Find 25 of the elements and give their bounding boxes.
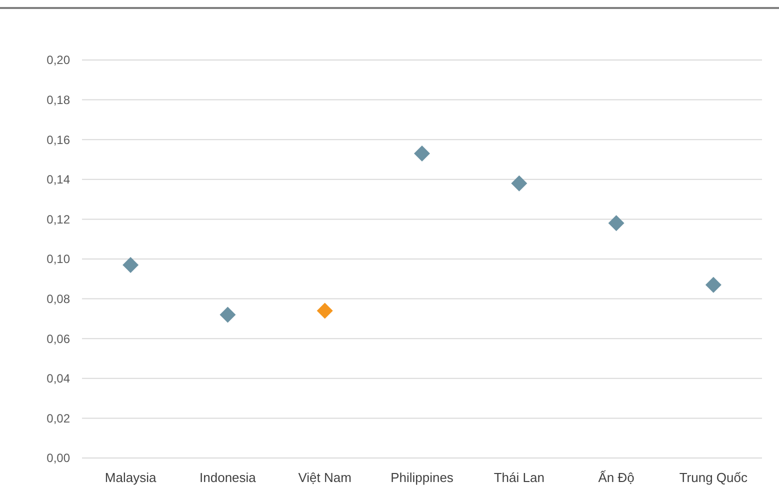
y-tick-label: 0,04 xyxy=(46,372,70,386)
x-tick-label: Philippines xyxy=(390,470,454,485)
y-tick-label: 0,20 xyxy=(46,53,70,68)
point xyxy=(122,256,139,273)
point xyxy=(414,146,430,162)
y-tick-label: 0,16 xyxy=(46,132,70,147)
x-tick-label: Malaysia xyxy=(104,470,157,485)
point xyxy=(705,276,722,293)
y-tick-label: 0,06 xyxy=(46,332,70,346)
x-tick-label: Trung Quốc xyxy=(679,470,748,485)
point xyxy=(316,302,333,319)
point xyxy=(220,306,236,323)
y-tick-label: 0,10 xyxy=(46,252,70,266)
x-tick-label: Ấn Độ xyxy=(598,470,634,485)
y-tick-label: 0,12 xyxy=(46,212,70,226)
y-tick-label: 0,00 xyxy=(46,451,70,466)
y-tick-label: 0,02 xyxy=(46,411,70,426)
x-tick-label: Indonesia xyxy=(200,470,257,485)
y-tick-label: 0,08 xyxy=(46,292,70,306)
point xyxy=(511,175,528,192)
x-tick-label: Việt Nam xyxy=(298,470,352,485)
y-tick-label: 0,14 xyxy=(46,172,70,187)
y-tick-label: 0,18 xyxy=(46,93,70,107)
point xyxy=(608,215,624,232)
x-tick-label: Thái Lan xyxy=(494,470,544,485)
